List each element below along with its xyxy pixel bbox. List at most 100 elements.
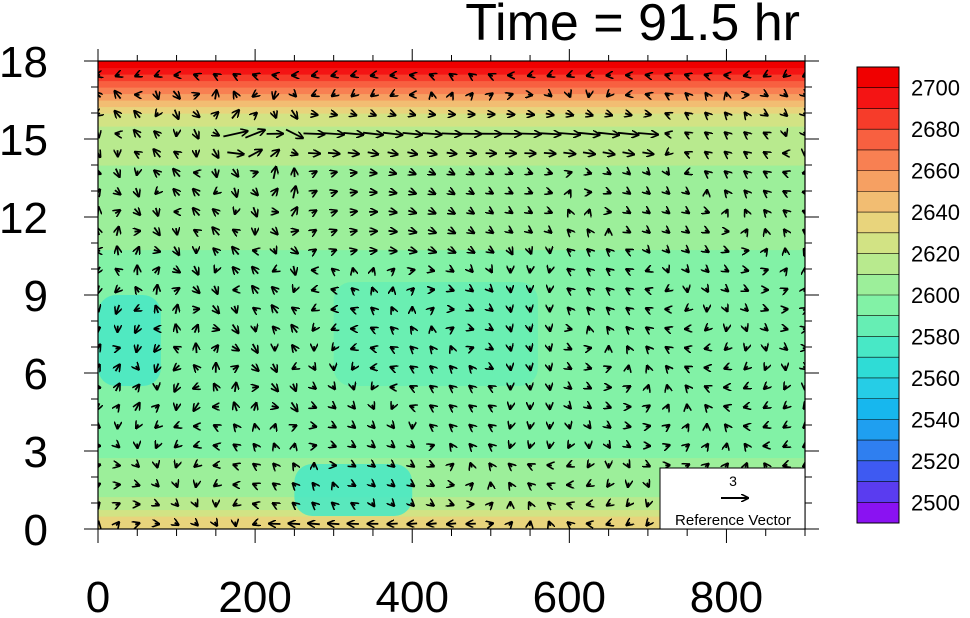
field-band bbox=[98, 217, 805, 225]
wind-vector bbox=[350, 231, 357, 232]
field-band bbox=[98, 61, 805, 69]
wind-vector bbox=[98, 484, 100, 486]
wind-vector bbox=[174, 246, 179, 255]
wind-vector bbox=[803, 230, 805, 233]
colorbar-bin bbox=[857, 108, 899, 130]
wind-vector bbox=[115, 210, 120, 213]
wind-vector bbox=[274, 90, 276, 99]
field-band bbox=[98, 275, 805, 283]
wind-vector bbox=[666, 171, 669, 175]
wind-vector bbox=[292, 345, 296, 351]
wind-vector bbox=[154, 131, 159, 136]
wind-vector bbox=[646, 464, 650, 466]
wind-vector bbox=[154, 345, 159, 352]
wind-vector bbox=[607, 93, 610, 96]
wind-vector bbox=[156, 285, 157, 295]
wind-vectors bbox=[98, 74, 805, 526]
wind-vector bbox=[568, 522, 572, 525]
wind-vector bbox=[764, 172, 768, 174]
wind-vector bbox=[254, 113, 257, 116]
wind-vector bbox=[646, 308, 650, 310]
wind-vector bbox=[607, 172, 611, 174]
wind-vector bbox=[332, 405, 335, 408]
wind-vector bbox=[764, 94, 768, 96]
wind-vector bbox=[432, 327, 433, 331]
wind-vector bbox=[332, 347, 335, 351]
wind-vector bbox=[274, 444, 276, 448]
wind-vector bbox=[784, 347, 787, 350]
wind-vector bbox=[803, 445, 805, 448]
wind-vector bbox=[427, 249, 436, 252]
wind-vector bbox=[98, 465, 100, 466]
wind-vector bbox=[746, 346, 747, 350]
wind-vector bbox=[214, 345, 218, 351]
wind-vector bbox=[587, 348, 591, 349]
wind-vector bbox=[685, 75, 689, 76]
field-band bbox=[98, 470, 805, 478]
wind-vector bbox=[567, 328, 571, 329]
wind-vector bbox=[451, 346, 453, 350]
wind-vector bbox=[509, 483, 511, 487]
wind-vector bbox=[705, 230, 709, 232]
scalar-field bbox=[98, 61, 805, 529]
wind-vector bbox=[646, 230, 649, 233]
wind-vector bbox=[196, 150, 197, 157]
wind-vector bbox=[510, 287, 511, 292]
wind-vector bbox=[607, 211, 611, 212]
wind-vector bbox=[666, 230, 669, 233]
wind-vector bbox=[549, 327, 550, 332]
wind-vector bbox=[136, 247, 139, 255]
colorbar-bin bbox=[857, 129, 899, 151]
wind-vector bbox=[784, 269, 787, 273]
wind-vector bbox=[272, 189, 278, 196]
wind-vector bbox=[686, 308, 689, 311]
wind-vector bbox=[116, 168, 120, 177]
wind-vector bbox=[803, 172, 805, 173]
wind-vector bbox=[548, 230, 551, 233]
wind-vector bbox=[646, 270, 650, 272]
wind-vector bbox=[587, 406, 591, 409]
wind-vector bbox=[350, 250, 356, 251]
wind-vector bbox=[745, 463, 747, 467]
wind-vector bbox=[686, 424, 688, 428]
wind-vector bbox=[214, 74, 218, 76]
wind-vector bbox=[292, 308, 297, 311]
wind-vector bbox=[598, 133, 619, 135]
wind-vector bbox=[530, 307, 531, 312]
wind-vector bbox=[490, 268, 492, 272]
wind-vector bbox=[213, 304, 219, 313]
wind-vector bbox=[705, 211, 709, 213]
wind-vector bbox=[272, 406, 278, 408]
colorbar-bin bbox=[857, 460, 899, 482]
wind-vector bbox=[430, 503, 434, 506]
wind-vector bbox=[725, 113, 728, 116]
wind-vector bbox=[705, 464, 708, 467]
wind-vector bbox=[312, 191, 317, 194]
wind-vector bbox=[370, 172, 377, 173]
wind-vector bbox=[568, 444, 570, 448]
wind-vector bbox=[687, 405, 688, 409]
colorbar-bin bbox=[857, 398, 899, 420]
wind-vector bbox=[214, 465, 218, 466]
wind-vector bbox=[784, 425, 788, 427]
wind-vector bbox=[764, 464, 767, 468]
wind-vector bbox=[392, 405, 394, 409]
wind-vector bbox=[98, 387, 100, 388]
wind-vector bbox=[371, 308, 374, 311]
wind-vector bbox=[587, 288, 590, 291]
wind-vector bbox=[565, 113, 574, 115]
wind-vector bbox=[764, 406, 768, 408]
wind-vector bbox=[803, 367, 805, 370]
wind-vector bbox=[804, 288, 805, 292]
wind-vector bbox=[351, 484, 355, 486]
wind-vector bbox=[469, 348, 473, 350]
wind-vector bbox=[588, 425, 591, 429]
wind-vector bbox=[646, 191, 649, 194]
wind-vector bbox=[176, 404, 177, 410]
wind-vector bbox=[272, 228, 278, 234]
wind-vector bbox=[155, 483, 158, 486]
wind-vector bbox=[135, 74, 139, 76]
wind-vector bbox=[470, 93, 473, 96]
wind-vector bbox=[685, 348, 689, 349]
wind-vector bbox=[137, 171, 138, 175]
